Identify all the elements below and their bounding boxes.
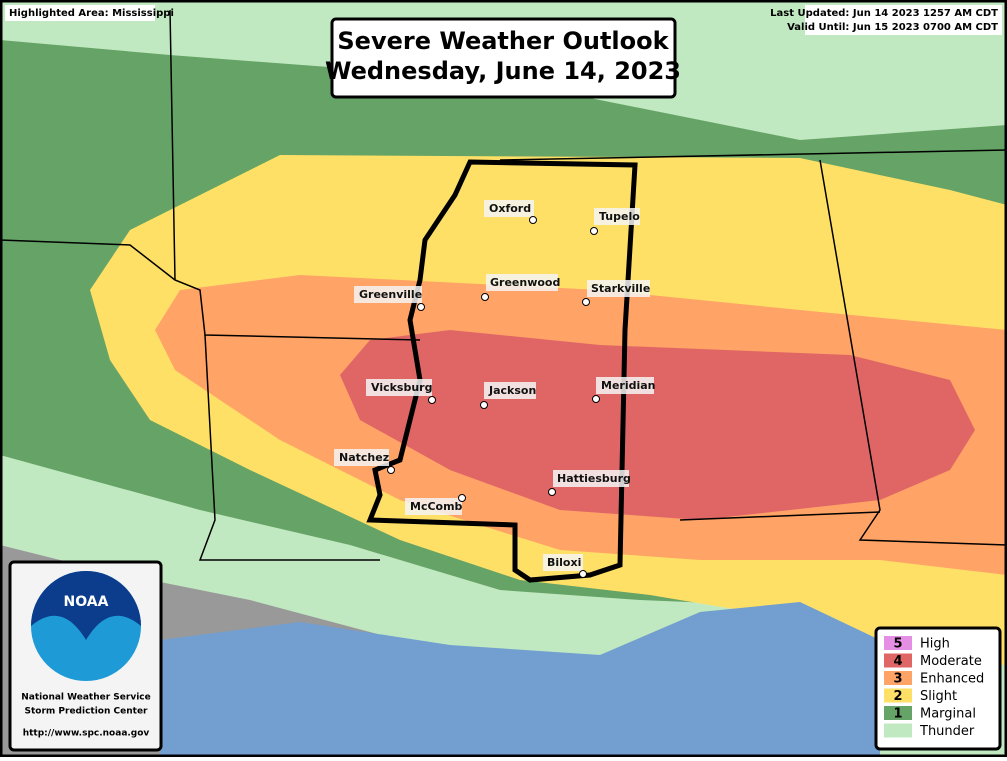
city: Vicksburg [366,379,436,404]
cities: Oxford Tupelo Greenwood Greenville Stark… [334,200,656,578]
city: McComb [405,494,466,515]
legend-swatch [884,671,912,685]
title: Severe Weather Outlook [337,27,669,55]
city: Oxford [484,200,537,224]
legend-label: Marginal [920,707,976,722]
org-name: National Weather Service [21,693,150,703]
mississippi-outline [366,159,638,583]
legend-level: 1 [893,707,902,722]
legend-swatch [884,653,912,668]
city: Jackson [480,382,536,409]
legend-level: 3 [893,672,902,687]
gulf-water [160,602,880,757]
url: http://www.spc.noaa.gov [23,729,150,739]
noaa-text: NOAA [64,594,109,610]
city-label: Starkville [591,282,650,295]
legend-label: High [920,637,950,652]
city: Starkville [582,280,650,306]
legend: 5 High 4 Moderate 3 Enhanced 2 Slight 1 Marginal T… [884,636,984,739]
state-borders [0,9,1007,561]
city: Meridian [592,377,656,403]
city-label: Vicksburg [371,381,432,394]
legend-swatch [884,723,912,738]
city: Greenville [354,286,425,311]
city-label: Tupelo [599,210,640,223]
city-label: Natchez [339,451,389,464]
legend-label: Slight [920,689,957,704]
highlight-box [5,5,155,21]
city: Biloxi [543,554,587,578]
city-label: Biloxi [547,556,581,569]
city-label: Meridian [601,379,656,392]
org-center: Storm Prediction Center [25,707,149,717]
highlighted-area: Highlighted Area: Mississippi [9,8,174,19]
city-label: Oxford [489,202,531,215]
legend-label: Enhanced [920,672,984,687]
legend-label: Moderate [920,654,982,669]
title-box [330,17,677,99]
city: Tupelo [590,208,640,235]
legend-swatch [884,688,912,703]
legend-swatch [884,636,912,650]
time-box [805,5,1002,35]
last-updated: Last Updated: Jun 14 2023 1257 AM CDT [770,8,998,19]
city: Natchez [334,449,395,474]
subtitle: Wednesday, June 14, 2023 [325,57,681,85]
city: Greenwood [481,274,560,301]
legend-level: 5 [893,637,902,652]
city-label: Greenwood [490,276,560,289]
city: Hattiesburg [548,470,631,496]
city-label: Greenville [359,288,422,301]
city-label: McComb [410,500,463,513]
legend-swatch [884,706,912,720]
city-label: Jackson [488,384,536,397]
legend-level: 2 [893,689,902,704]
legend-level: 4 [893,654,902,669]
legend-label: Thunder [919,724,975,739]
moderate-area [340,330,975,520]
valid-until: Valid Until: Jun 15 2023 0700 AM CDT [787,22,998,33]
noaa-logo-top [31,571,141,640]
city-label: Hattiesburg [557,472,631,485]
